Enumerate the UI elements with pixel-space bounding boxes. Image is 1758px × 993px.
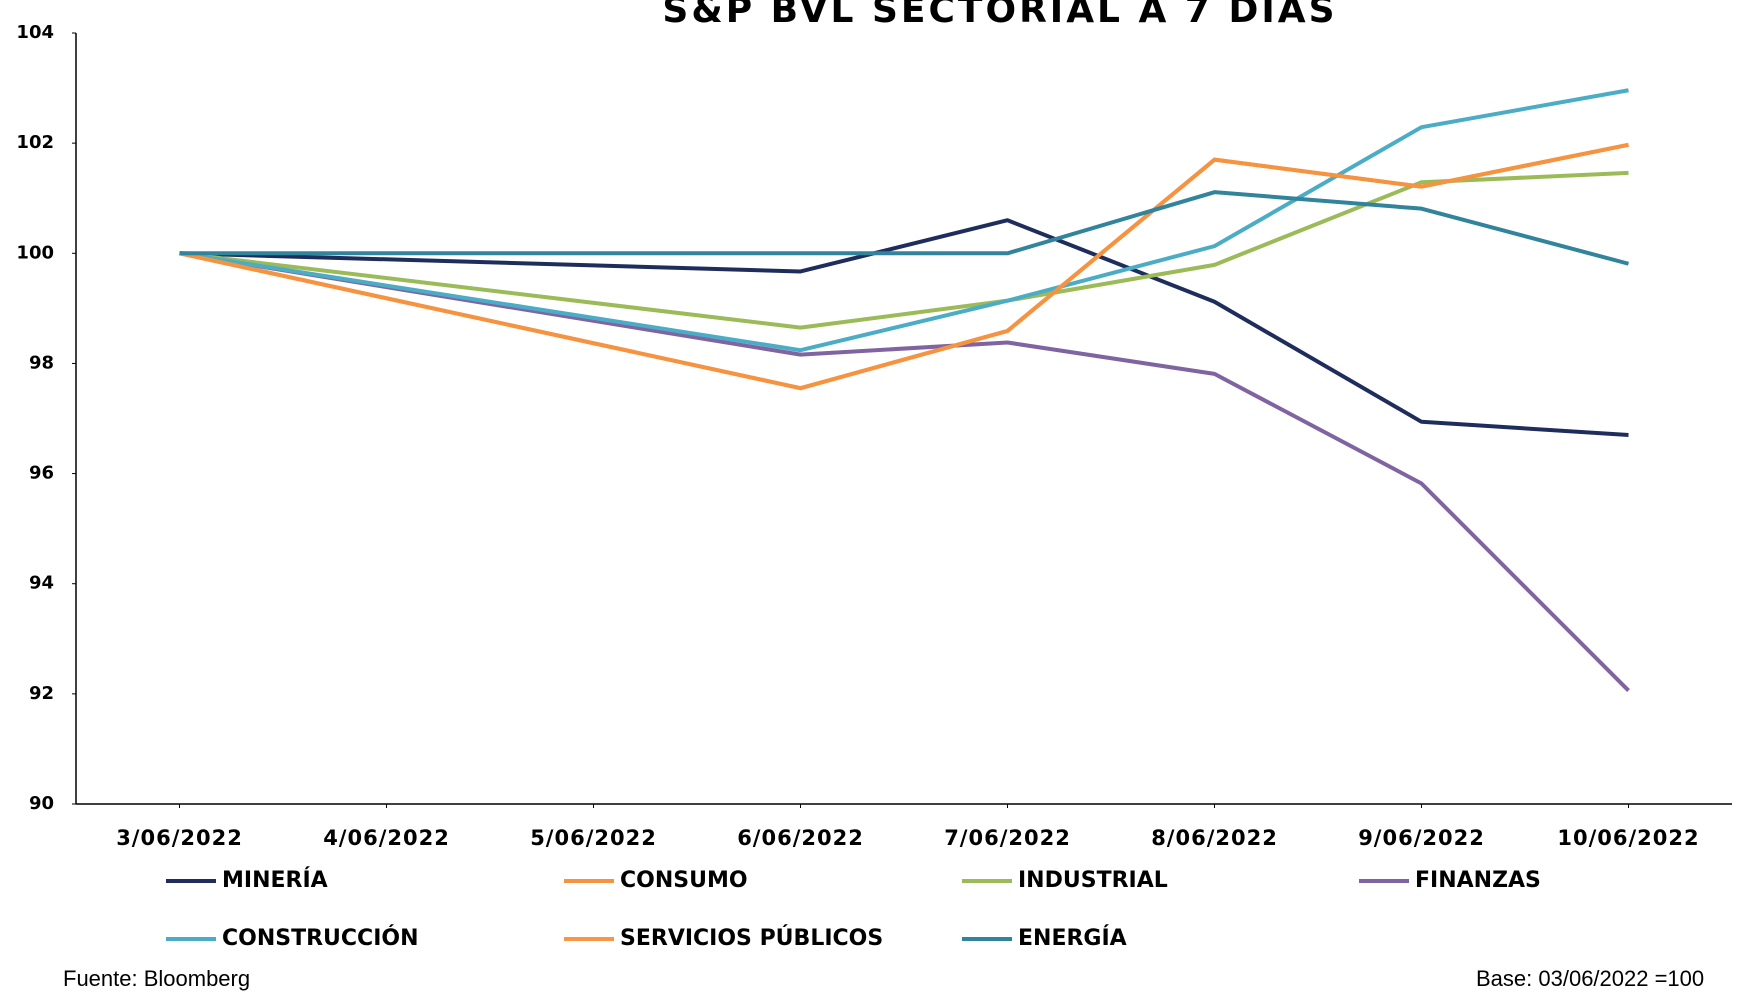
- y-tick-label: 90: [29, 793, 54, 814]
- x-tick-label: 9/06/2022: [1358, 826, 1485, 850]
- legend-label: CONSTRUCCIÓN: [222, 925, 419, 951]
- base-note: Base: 03/06/2022 =100: [1476, 966, 1704, 991]
- legend-label: ENERGÍA: [1018, 925, 1127, 951]
- series-line: [179, 170, 1629, 330]
- series-line: [179, 142, 1629, 391]
- y-tick-label: 104: [16, 22, 54, 43]
- legend-label: MINERÍA: [222, 867, 328, 893]
- y-tick-label: 94: [29, 573, 54, 594]
- x-tick-label: 10/06/2022: [1557, 826, 1699, 850]
- y-tick-label: 98: [29, 352, 54, 373]
- y-tick-label: 100: [16, 242, 54, 263]
- legend-label: CONSUMO: [620, 868, 748, 893]
- source-note: Fuente: Bloomberg: [63, 966, 250, 991]
- x-tick-label: 3/06/2022: [116, 826, 243, 850]
- series-line: [179, 251, 1630, 692]
- series-line: [179, 190, 1630, 266]
- y-tick-label: 96: [29, 463, 54, 484]
- legend-label: FINANZAS: [1415, 868, 1541, 893]
- x-tick-label: 4/06/2022: [323, 826, 450, 850]
- x-tick-label: 7/06/2022: [944, 826, 1071, 850]
- series-line: [179, 142, 1629, 391]
- y-tick-label: 92: [29, 683, 54, 704]
- chart-title: S&P BVL SECTORIAL A 7 DÍAS: [662, 0, 1337, 31]
- x-tick-label: 5/06/2022: [530, 826, 657, 850]
- legend-label: SERVICIOS PÚBLICOS: [620, 925, 883, 951]
- y-tick-label: 102: [16, 132, 54, 153]
- series-line: [179, 88, 1629, 353]
- legend-label: INDUSTRIAL: [1018, 868, 1168, 893]
- series-line: [179, 218, 1629, 438]
- x-tick-label: 6/06/2022: [737, 826, 864, 850]
- x-tick-label: 8/06/2022: [1151, 826, 1278, 850]
